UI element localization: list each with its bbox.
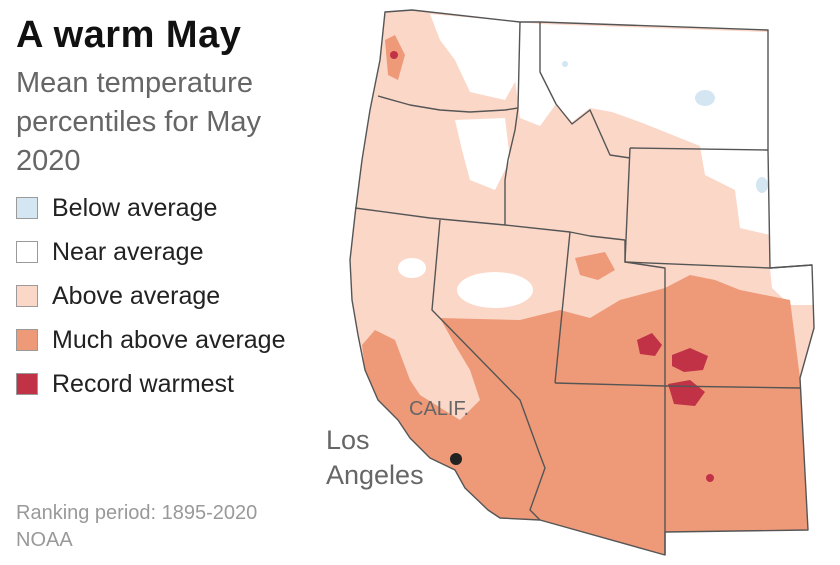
washington-oregon-border xyxy=(377,95,519,113)
montana-below-average-spot xyxy=(695,90,715,106)
colorado-nebraska-border xyxy=(769,264,813,269)
southwest-much-above-average xyxy=(362,275,808,555)
nevada-near-average-patch xyxy=(457,272,533,308)
oregon-near-average xyxy=(455,118,510,190)
legend-swatch-below-average xyxy=(16,197,38,219)
utah-record-warmest xyxy=(637,333,662,356)
legend-swatch-above-average xyxy=(16,285,38,307)
colorado-ne-near-average xyxy=(770,265,814,305)
legend-item-record-warmest: Record warmest xyxy=(16,368,234,400)
legend-label-record-warmest: Record warmest xyxy=(52,369,234,398)
wyoming-north-near-average xyxy=(700,146,770,235)
legend-swatch-near-average xyxy=(16,241,38,263)
idaho-north-near-average xyxy=(515,22,556,126)
idaho-utah-nevada-border xyxy=(504,224,626,241)
state-label-california: CALIF. xyxy=(409,398,469,420)
legend-swatch-record-warmest xyxy=(16,373,38,395)
idaho-montana-border xyxy=(539,22,631,159)
nevada-utah-border xyxy=(554,231,571,384)
utah-arizona-border xyxy=(554,382,666,387)
legend-swatch-much-above-average xyxy=(16,329,38,351)
california-near-average-patch xyxy=(398,258,426,278)
state-borders xyxy=(349,9,815,556)
city-label-los: Los xyxy=(326,425,370,455)
source-credit: NOAA xyxy=(16,529,73,551)
new-mexico-record-warmest-spot xyxy=(706,474,714,482)
legend-item-much-above-average: Much above average xyxy=(16,324,285,356)
wyoming-below-average-spot xyxy=(756,177,768,193)
montana-near-average xyxy=(540,24,768,150)
ranking-period-note: Ranking period: 1895-2020 xyxy=(16,502,258,524)
city-label-angeles: Angeles xyxy=(326,460,424,490)
los-angeles-marker xyxy=(450,453,462,465)
legend-label-near-average: Near average xyxy=(52,237,204,266)
legend-item-above-average: Above average xyxy=(16,280,220,312)
new-mexico-colorado-border xyxy=(664,385,801,389)
legend-item-below-average: Below average xyxy=(16,192,217,224)
legend-item-near-average: Near average xyxy=(16,236,203,268)
washington-near-average xyxy=(430,14,520,100)
idaho-below-average-spot xyxy=(562,61,568,67)
utah-colorado-border xyxy=(624,240,666,555)
page-subtitle: Mean temperature percentiles for May 202… xyxy=(16,67,261,177)
page-title: A warm May xyxy=(16,14,242,56)
washington-record-warmest-spot xyxy=(390,51,398,59)
oregon-idaho-border xyxy=(504,107,519,225)
four-corners-record-warmest xyxy=(672,348,708,372)
california-nevada-border xyxy=(431,219,541,456)
legend-label-much-above-average: Much above average xyxy=(52,325,286,354)
idaho-washington-border xyxy=(517,21,521,109)
oregon-california-border xyxy=(354,207,506,226)
legend-label-below-average: Below average xyxy=(52,193,218,222)
legend-label-above-average: Above average xyxy=(52,281,221,310)
utah-much-above-average xyxy=(575,252,615,280)
footer: Ranking period: 1895-2020 NOAA xyxy=(16,500,257,554)
arizona-border xyxy=(529,454,546,521)
